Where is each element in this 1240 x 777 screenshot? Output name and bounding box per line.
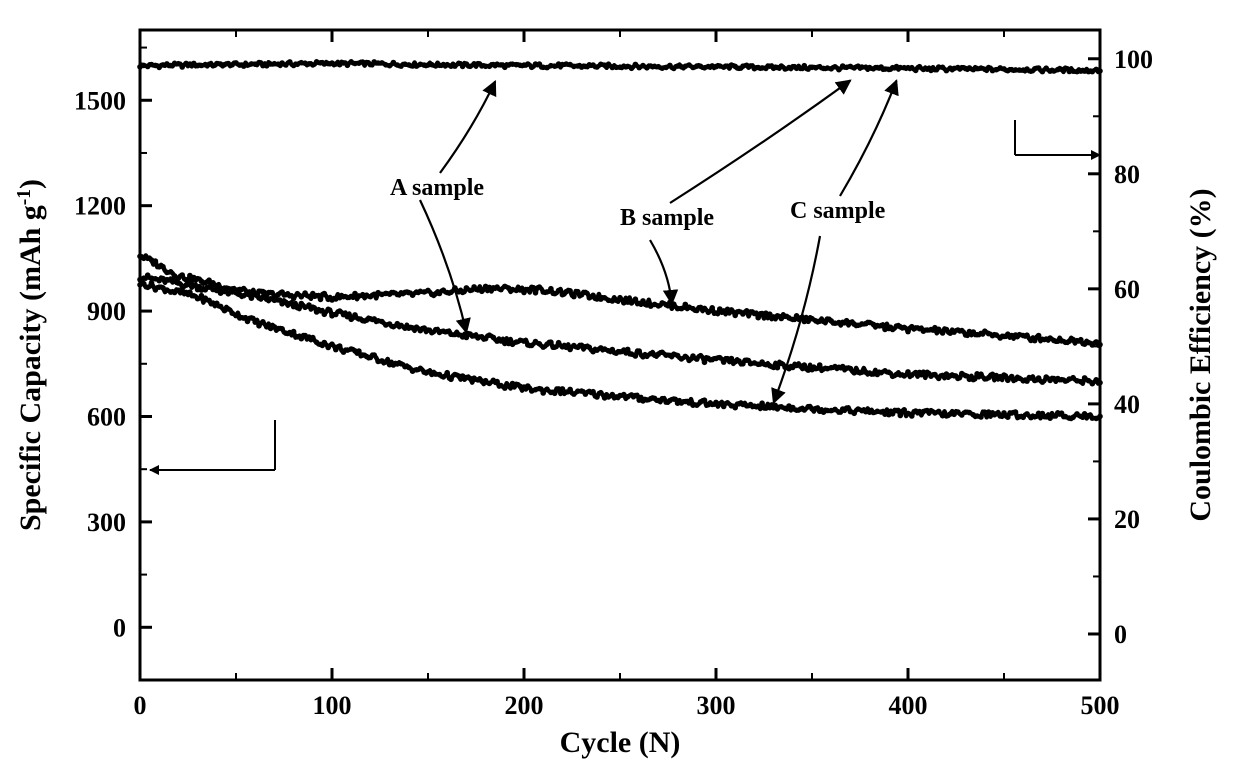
x-tick-label: 400 [889,691,928,720]
x-tick-label: 300 [697,691,736,720]
chart-svg: 0100200300400500Cycle (N)030060090012001… [0,0,1240,777]
x-axis-label: Cycle (N) [560,726,681,759]
x-tick-label: 500 [1081,691,1120,720]
x-tick-label: 0 [134,691,147,720]
y-left-tick-label: 900 [87,297,126,326]
x-tick-label: 100 [313,691,352,720]
annotation-arrow-up-C [840,81,896,196]
annotation-arrow-up-B [670,80,850,203]
annotation-label-C: C sample [790,198,886,224]
annotation-label-A: A sample [390,175,484,201]
y-left-tick-label: 0 [113,613,126,642]
y-right-tick-label: 40 [1114,390,1140,419]
y-left-tick-label: 1200 [74,192,126,221]
annotation-arrow-up-A [440,81,495,173]
annotation-arrow-down-B [650,240,672,304]
x-tick-label: 200 [505,691,544,720]
y-right-tick-label: 0 [1114,620,1127,649]
y-right-tick-label: 80 [1114,160,1140,189]
y-left-tick-label: 300 [87,508,126,537]
annotation-label-B: B sample [620,205,714,231]
y-left-tick-label: 1500 [74,86,126,115]
plot-frame [140,30,1100,680]
y-left-axis-label: Specific Capacity (mAh g-1) [14,179,48,531]
y-right-tick-label: 100 [1114,45,1153,74]
y-right-tick-label: 20 [1114,505,1140,534]
annotation-arrow-down-A [420,200,466,332]
chart-root: 0100200300400500Cycle (N)030060090012001… [0,0,1240,777]
y-right-tick-label: 60 [1114,275,1140,304]
y-left-tick-label: 600 [87,402,126,431]
y-right-axis-label: Coulombic Efficiency (%) [1184,188,1217,521]
